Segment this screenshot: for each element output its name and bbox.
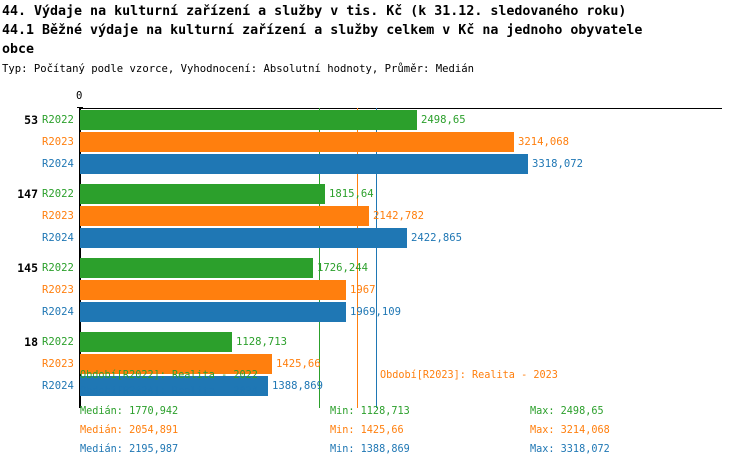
bar-r2024-145[interactable] — [80, 302, 346, 322]
bar-r2023-147[interactable] — [80, 206, 369, 226]
page-title-line-1: 44. Výdaje na kulturní zařízení a služby… — [2, 4, 627, 19]
bar-r2023-18[interactable] — [80, 354, 272, 374]
stat-min-r2023: Min: 1425,66 — [330, 425, 404, 436]
legend-entry-r2022[interactable]: Období[R2022]: Realita - 2022 — [80, 370, 258, 381]
bar-value-label: 2422,865 — [411, 232, 463, 244]
page-title-line-2: 44.1 Běžné výdaje na kulturní zařízení a… — [2, 23, 643, 38]
bar-value-label: 1388,869 — [272, 380, 324, 392]
bar-r2024-18[interactable] — [80, 376, 268, 396]
series-label-r2023: R2023 — [42, 210, 74, 222]
series-label-r2023: R2023 — [42, 136, 74, 148]
bar-value-label: 1726,244 — [317, 262, 369, 274]
bar-r2022-147[interactable] — [80, 184, 325, 204]
series-label-r2023: R2023 — [42, 358, 74, 370]
series-label-r2024: R2024 — [42, 158, 74, 170]
series-label-r2024: R2024 — [42, 232, 74, 244]
legend-entry-r2023[interactable]: Období[R2023]: Realita - 2023 — [380, 370, 558, 381]
series-label-r2022: R2022 — [42, 336, 74, 348]
bar-value-label: 1425,66 — [276, 358, 321, 370]
stat-max-r2022: Max: 2498,65 — [530, 406, 604, 417]
legend-entry-r2024[interactable]: Období[R2024]: Realita - 2024 — [80, 386, 258, 397]
median-gridline-r2023 — [357, 108, 358, 408]
chart-subtitle: Typ: Počítaný podle vzorce, Vyhodnocení:… — [2, 63, 474, 75]
bar-r2024-53[interactable] — [80, 154, 528, 174]
bar-value-label: 1128,713 — [236, 336, 288, 348]
stat-min-r2022: Min: 1128,713 — [330, 406, 410, 417]
group-label: 145 — [17, 261, 38, 275]
axis-zero-spine — [79, 107, 81, 408]
bar-r2022-53[interactable] — [80, 110, 417, 130]
group-label: 53 — [24, 113, 38, 127]
series-label-r2022: R2022 — [42, 114, 74, 126]
bar-r2022-145[interactable] — [80, 258, 313, 278]
series-label-r2022: R2022 — [42, 262, 74, 274]
median-gridline-r2024 — [376, 108, 377, 408]
stat-max-r2024: Max: 3318,072 — [530, 444, 610, 455]
stat-median-r2023: Medián: 2054,891 — [80, 425, 179, 436]
bar-r2022-18[interactable] — [80, 332, 232, 352]
bar-value-label: 1815,64 — [329, 188, 374, 200]
bar-value-label: 1967 — [350, 284, 376, 296]
bar-value-label: 3318,072 — [532, 158, 584, 170]
bar-value-label: 1969,109 — [350, 306, 402, 318]
series-label-r2024: R2024 — [42, 306, 74, 318]
group-label: 18 — [24, 335, 38, 349]
stat-median-r2024: Medián: 2195,987 — [80, 444, 179, 455]
axis-zero-label: 0 — [76, 90, 83, 102]
bar-value-label: 2142,782 — [373, 210, 425, 222]
bar-r2024-147[interactable] — [80, 228, 407, 248]
series-label-r2022: R2022 — [42, 188, 74, 200]
page-title-line-3: obce — [2, 42, 35, 57]
stat-max-r2023: Max: 3214,068 — [530, 425, 610, 436]
series-label-r2024: R2024 — [42, 380, 74, 392]
median-gridline-r2022 — [319, 108, 320, 408]
group-label: 147 — [17, 187, 38, 201]
bar-value-label: 3214,068 — [518, 136, 570, 148]
bar-r2023-145[interactable] — [80, 280, 346, 300]
bar-r2023-53[interactable] — [80, 132, 514, 152]
stat-median-r2022: Medián: 1770,942 — [80, 406, 179, 417]
axis-top-spine — [80, 108, 722, 109]
stat-min-r2024: Min: 1388,869 — [330, 444, 410, 455]
series-label-r2023: R2023 — [42, 284, 74, 296]
bar-value-label: 2498,65 — [421, 114, 466, 126]
chart-title-block: 44. Výdaje na kulturní zařízení a služby… — [2, 2, 746, 59]
